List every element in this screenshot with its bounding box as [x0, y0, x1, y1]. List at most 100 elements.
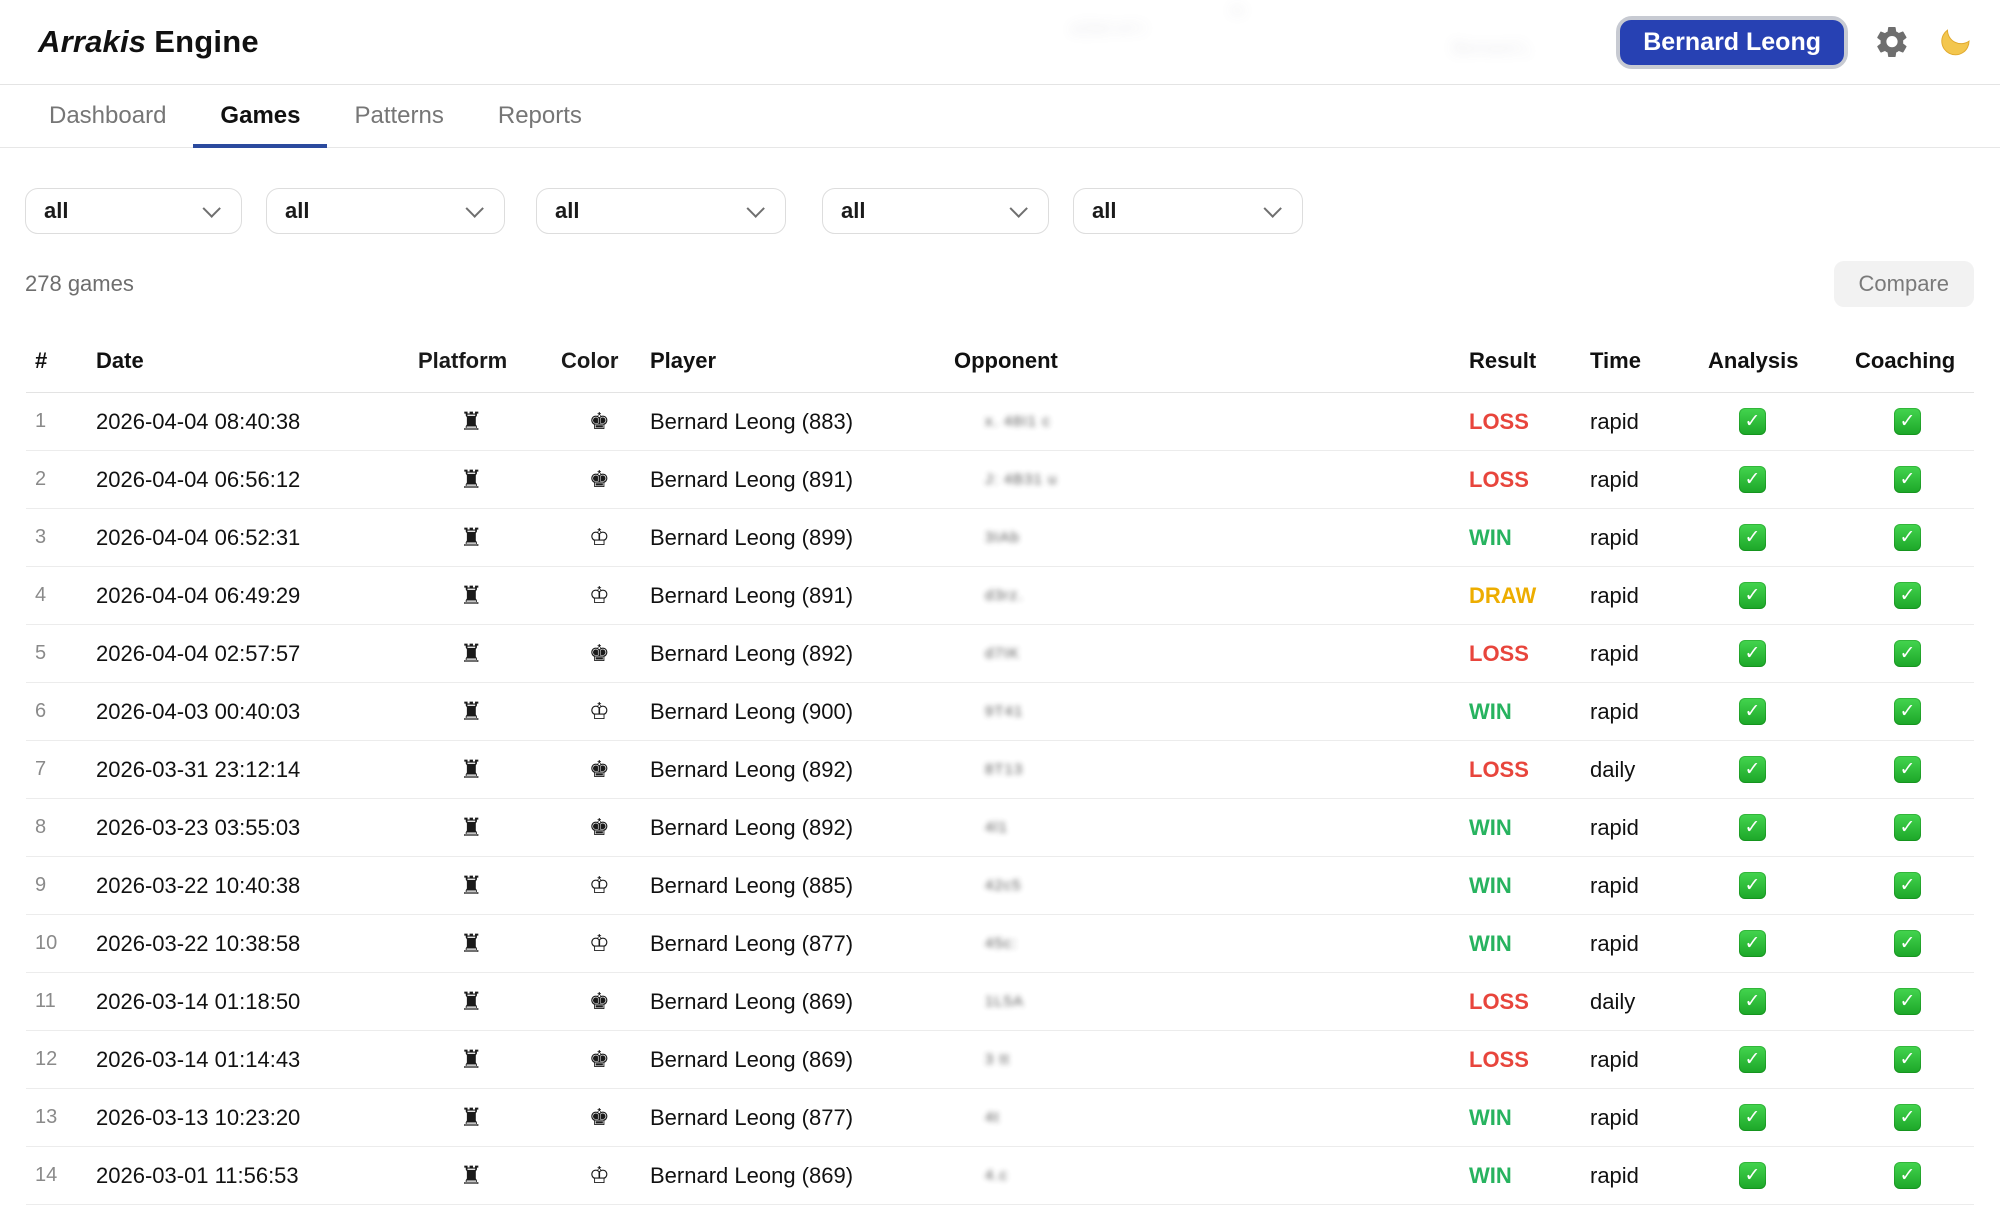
game-row[interactable]: 9 2026-03-22 10:40:38 ♜ ♔ Bernard Leong (885…	[26, 857, 1974, 915]
color-cell: ♔	[561, 872, 650, 899]
game-date: 2026-04-03 00:40:03	[96, 698, 301, 724]
game-date: 2026-04-04 06:49:29	[96, 582, 301, 608]
opponent-cell: 1L5A	[954, 993, 1469, 1011]
filter-dropdown-4[interactable]: all	[822, 188, 1049, 234]
game-row[interactable]: 13 2026-03-13 10:23:20 ♜ ♚ Bernard Leong (87…	[26, 1089, 1974, 1147]
column-header-date: Date	[96, 348, 144, 373]
coaching-cell: ✓	[1855, 1046, 1974, 1073]
opponent-cell: d7IK	[954, 645, 1469, 663]
game-row[interactable]: 7 2026-03-31 23:12:14 ♜ ♚ Bernard Leong (892…	[26, 741, 1974, 799]
opponent-cell: 9T41	[954, 703, 1469, 721]
compare-button[interactable]: Compare	[1833, 261, 1974, 307]
analysis-cell: ✓	[1708, 640, 1855, 667]
coaching-check-icon: ✓	[1894, 582, 1921, 609]
coaching-check-icon: ✓	[1894, 814, 1921, 841]
game-row[interactable]: 11 2026-03-14 01:18:50 ♜ ♚ Bernard Leong (86…	[26, 973, 1974, 1031]
game-row[interactable]: 10 2026-03-22 10:38:58 ♜ ♔ Bernard Leong (87…	[26, 915, 1974, 973]
analysis-cell: ✓	[1708, 698, 1855, 725]
black-king-icon: ♚	[589, 814, 610, 840]
game-row[interactable]: 4 2026-04-04 06:49:29 ♜ ♔ Bernard Leong (891…	[26, 567, 1974, 625]
analysis-cell: ✓	[1708, 408, 1855, 435]
player-name: Bernard Leong (899)	[650, 524, 854, 550]
analysis-cell: ✓	[1708, 872, 1855, 899]
platform-cell: ♜	[418, 871, 561, 901]
white-king-icon: ♔	[589, 524, 610, 550]
opponent-cell: 3 tt	[954, 1051, 1469, 1069]
opponent-cell: 45c:	[954, 935, 1469, 953]
tab-dashboard[interactable]: Dashboard	[49, 102, 167, 129]
game-row[interactable]: 8 2026-03-23 03:55:03 ♜ ♚ Bernard Leong (892…	[26, 799, 1974, 857]
chess-rook-icon: ♜	[460, 465, 483, 494]
column-header-player: Player	[650, 348, 717, 373]
analysis-check-icon: ✓	[1739, 1104, 1766, 1131]
game-date: 2026-04-04 08:40:38	[96, 408, 301, 434]
analysis-check-icon: ✓	[1739, 988, 1766, 1015]
coaching-check-icon: ✓	[1894, 640, 1921, 667]
player-name: Bernard Leong (869)	[650, 988, 854, 1014]
player-name: Bernard Leong (869)	[650, 1046, 854, 1072]
dark-mode-moon-icon[interactable]	[1936, 23, 1974, 61]
analysis-cell: ✓	[1708, 814, 1855, 841]
app-title: Arrakis Engine	[38, 24, 259, 60]
analysis-check-icon: ✓	[1739, 640, 1766, 667]
player-name: Bernard Leong (892)	[650, 756, 854, 782]
chess-rook-icon: ♜	[460, 697, 483, 726]
result-badge: LOSS	[1469, 408, 1529, 434]
opponent-name-redacted: 3 tt	[985, 1050, 1010, 1068]
platform-cell: ♜	[418, 407, 561, 437]
game-row[interactable]: 6 2026-04-03 00:40:03 ♜ ♔ Bernard Leong (900…	[26, 683, 1974, 741]
white-king-icon: ♔	[589, 1162, 610, 1188]
column-header-num: #	[35, 348, 48, 373]
game-number: 8	[35, 816, 47, 838]
game-row[interactable]: 12 2026-03-14 01:14:43 ♜ ♚ Bernard Leong (86…	[26, 1031, 1974, 1089]
platform-cell: ♜	[418, 1103, 561, 1133]
analysis-cell: ✓	[1708, 582, 1855, 609]
player-name: Bernard Leong (891)	[650, 582, 854, 608]
toolbar: 278 games Compare	[25, 261, 1974, 307]
game-row[interactable]: 3 2026-04-04 06:52:31 ♜ ♔ Bernard Leong (899…	[26, 509, 1974, 567]
white-king-icon: ♔	[589, 872, 610, 898]
game-date: 2026-03-14 01:18:50	[96, 988, 301, 1014]
game-number: 10	[35, 932, 58, 954]
time-control: rapid	[1590, 524, 1639, 550]
settings-gear-icon[interactable]	[1874, 24, 1910, 60]
user-profile-button[interactable]: Bernard Leong	[1620, 19, 1844, 65]
filter-dropdown-2[interactable]: all	[266, 188, 505, 234]
time-control: rapid	[1590, 466, 1639, 492]
game-date: 2026-03-22 10:38:58	[96, 930, 301, 956]
tab-patterns[interactable]: Patterns	[354, 102, 444, 129]
opponent-name-redacted: x. 48I1 c	[985, 412, 1051, 430]
game-row[interactable]: 14 2026-03-01 11:56:53 ♜ ♔ Bernard Leong (86…	[26, 1147, 1974, 1205]
time-control: rapid	[1590, 814, 1639, 840]
opponent-name-redacted: d3rz.	[985, 586, 1024, 604]
game-row[interactable]: 2 2026-04-04 06:56:12 ♜ ♚ Bernard Leong (891…	[26, 451, 1974, 509]
filter-dropdown-3[interactable]: all	[536, 188, 786, 234]
coaching-check-icon: ✓	[1894, 1046, 1921, 1073]
color-cell: ♚	[561, 1046, 650, 1073]
app-title-regular: Engine	[154, 24, 259, 59]
result-badge: DRAW	[1469, 582, 1537, 608]
black-king-icon: ♚	[589, 1104, 610, 1130]
analysis-check-icon: ✓	[1739, 1162, 1766, 1189]
game-row[interactable]: 5 2026-04-04 02:57:57 ♜ ♚ Bernard Leong (892…	[26, 625, 1974, 683]
filter-value: all	[285, 198, 310, 223]
platform-cell: ♜	[418, 1045, 561, 1075]
tab-games[interactable]: Games	[193, 85, 328, 148]
analysis-cell: ✓	[1708, 524, 1855, 551]
filter-dropdown-5[interactable]: all	[1073, 188, 1303, 234]
coaching-cell: ✓	[1855, 640, 1974, 667]
time-control: rapid	[1590, 408, 1639, 434]
player-name: Bernard Leong (885)	[650, 872, 854, 898]
color-cell: ♔	[561, 582, 650, 609]
chess-rook-icon: ♜	[460, 1045, 483, 1074]
filter-dropdown-1[interactable]: all	[25, 188, 242, 234]
column-header-result: Result	[1469, 348, 1537, 373]
color-cell: ♔	[561, 930, 650, 957]
opponent-cell: d3rz.	[954, 587, 1469, 605]
opponent-cell: 8T13	[954, 761, 1469, 779]
game-row[interactable]: 1 2026-04-04 08:40:38 ♜ ♚ Bernard Leong (883…	[26, 393, 1974, 451]
tab-reports[interactable]: Reports	[497, 102, 582, 129]
coaching-check-icon: ✓	[1894, 756, 1921, 783]
result-badge: WIN	[1469, 930, 1512, 956]
chess-rook-icon: ♜	[460, 1161, 483, 1190]
